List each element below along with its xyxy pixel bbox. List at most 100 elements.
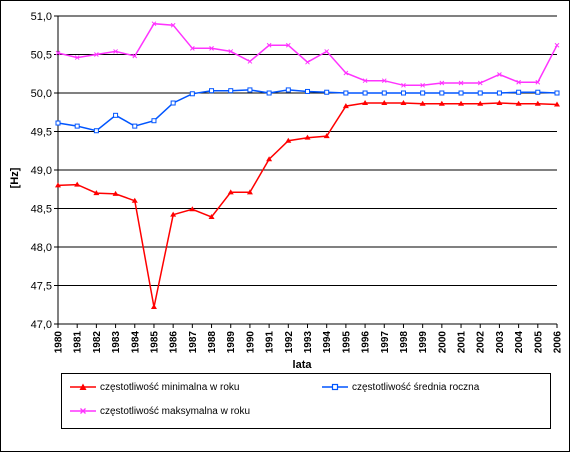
- data-point: [323, 133, 330, 139]
- x-axis-title: lata: [293, 359, 313, 371]
- series-max: [55, 21, 560, 88]
- x-tick-label: 1982: [92, 331, 103, 354]
- x-tick-label: 1989: [226, 331, 237, 354]
- data-point: [93, 190, 100, 196]
- x-tick-label: 1988: [207, 331, 218, 354]
- x-tick-label: 1992: [284, 331, 295, 354]
- data-point: [381, 78, 387, 84]
- y-tick-label: 50,0: [31, 88, 52, 100]
- data-point: [55, 50, 61, 56]
- x-tick-label: 1980: [54, 331, 65, 354]
- data-point: [305, 59, 310, 65]
- data-point: [208, 213, 215, 219]
- data-point: [362, 90, 368, 96]
- x-tick-label: 2006: [553, 331, 564, 354]
- data-point: [515, 100, 522, 106]
- data-point: [132, 123, 138, 129]
- data-point: [381, 100, 388, 106]
- legend-label-min: częstotliwość minimalna w roku: [100, 381, 240, 393]
- data-point: [516, 79, 521, 85]
- data-point: [151, 118, 157, 124]
- data-point: [151, 21, 157, 27]
- data-point: [228, 88, 234, 94]
- data-point: [247, 87, 253, 93]
- data-point: [55, 120, 61, 126]
- y-tick-label: 49,0: [31, 165, 52, 177]
- data-point: [324, 89, 330, 95]
- y-tick-label: 48,5: [31, 204, 52, 216]
- data-point: [113, 49, 118, 54]
- data-point: [170, 100, 176, 106]
- legend-max-swatch-icon: [70, 408, 96, 414]
- data-point: [516, 89, 522, 95]
- data-point: [94, 52, 99, 57]
- x-tick-label: 1997: [380, 331, 391, 354]
- data-point: [170, 22, 176, 28]
- data-point: [400, 100, 407, 106]
- data-point: [150, 304, 157, 310]
- x-tick-label: 2005: [533, 331, 544, 354]
- data-point: [477, 80, 483, 86]
- x-tick-label: 1999: [418, 331, 429, 354]
- data-point: [343, 70, 349, 76]
- data-point: [420, 82, 426, 88]
- data-point: [534, 100, 541, 106]
- data-point: [304, 134, 311, 140]
- legend: częstotliwość minimalna w roku częstotli…: [61, 373, 551, 429]
- data-point: [55, 182, 61, 188]
- data-point: [381, 90, 387, 96]
- series-line-min: [57, 102, 558, 308]
- data-point: [74, 181, 81, 187]
- data-point: [247, 59, 253, 64]
- data-point: [342, 103, 349, 109]
- data-point: [458, 90, 464, 96]
- data-point: [343, 90, 349, 96]
- data-point: [401, 82, 406, 88]
- data-point: [496, 100, 503, 106]
- x-tick-label: 1981: [73, 331, 84, 354]
- y-axis-title: [Hz]: [9, 167, 21, 188]
- data-point: [400, 90, 406, 96]
- data-point: [131, 197, 138, 203]
- data-point: [535, 89, 541, 95]
- data-point: [209, 45, 214, 51]
- x-tick-label: 2002: [476, 331, 487, 354]
- data-point: [285, 137, 292, 143]
- x-tick-label: 1996: [361, 331, 372, 354]
- series-min: [55, 100, 560, 310]
- data-point: [132, 53, 138, 59]
- data-point: [324, 49, 330, 54]
- data-point: [93, 128, 99, 134]
- axis-layer: 47,0 47,5 48,0 48,5 49,0 49,5 50,0 50,5 51,0 1980…: [31, 11, 564, 353]
- y-tick-label: 49,5: [31, 127, 52, 139]
- data-point: [189, 206, 196, 212]
- x-tick-label: 1990: [245, 331, 256, 354]
- data-point: [305, 88, 310, 94]
- data-point: [535, 79, 541, 85]
- x-tick-label: 1983: [111, 331, 122, 354]
- data-point: [362, 100, 369, 106]
- data-point: [458, 100, 465, 106]
- data-point: [420, 90, 426, 96]
- data-point: [362, 78, 368, 84]
- data-point: [266, 90, 272, 96]
- data-point: [285, 42, 291, 48]
- legend-item-avg: częstotliwość średnia roczna: [322, 380, 479, 394]
- x-tick-label: 2004: [514, 331, 525, 354]
- x-tick-label: 1998: [399, 331, 410, 354]
- data-point: [458, 80, 464, 86]
- series-layer: [55, 21, 560, 310]
- data-point: [554, 42, 560, 48]
- x-tick-label: 2001: [457, 331, 468, 354]
- legend-item-min: częstotliwość minimalna w roku: [70, 380, 240, 394]
- x-tick-label: 1993: [303, 331, 314, 354]
- data-point: [227, 189, 234, 195]
- x-tick-label: 1985: [149, 331, 160, 354]
- y-tick-label: 50,5: [31, 50, 52, 62]
- legend-min-swatch-icon: [70, 383, 96, 390]
- x-tick-label: 2000: [437, 331, 448, 354]
- data-point: [189, 91, 195, 97]
- data-point: [113, 112, 119, 118]
- data-point: [209, 88, 215, 94]
